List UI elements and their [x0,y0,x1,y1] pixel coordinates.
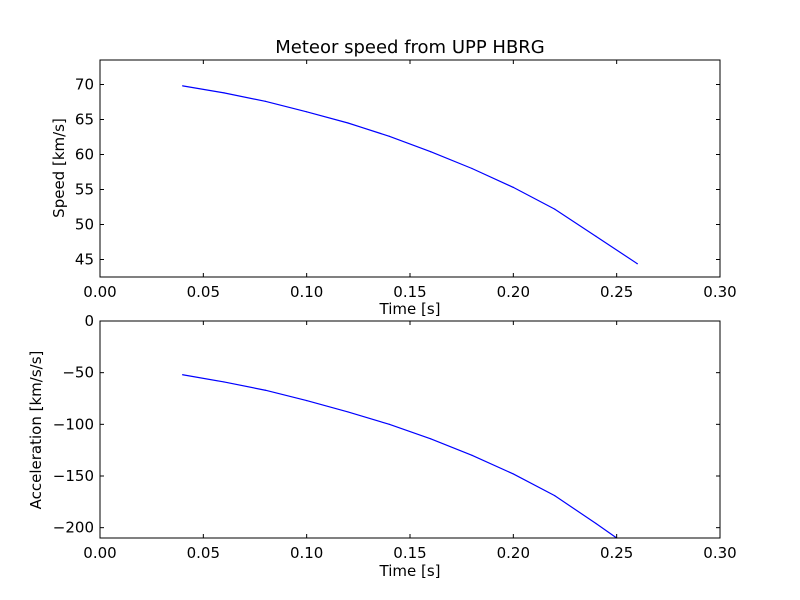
speed-xtick-label: 0.15 [393,283,426,301]
speed-ytick-label: 45 [75,251,94,269]
acceleration-subplot: 0.00 0.05 0.10 0.15 0.20 0.25 0.30 0 −50 −100 −15… [27,312,737,580]
acceleration-xtick-label: 0.25 [600,544,633,562]
speed-ytick-label: 70 [75,76,94,94]
acceleration-data-point [223,381,225,383]
speed-xtick-label: 0.10 [290,283,323,301]
acceleration-data-point [430,438,432,440]
acceleration-data-point [595,522,597,525]
acceleration-data-point [554,495,556,497]
acceleration-ytick-label: −200 [53,519,94,537]
acceleration-xticks: 0.00 0.05 0.10 0.15 0.20 0.25 0.30 [83,321,737,562]
speed-yticks: 45 50 55 60 65 70 [75,76,720,269]
acceleration-xtick-label: 0.20 [497,544,530,562]
speed-data-point [388,135,390,137]
acceleration-data-point [347,411,349,413]
acceleration-x-axis-label: Time [s] [379,562,441,580]
acceleration-data-point [512,473,514,475]
speed-data-point [430,151,432,153]
speed-data-point [264,100,266,102]
speed-ytick-label: 55 [75,181,94,199]
speed-data-point [554,208,556,210]
speed-xtick-label: 0.25 [600,283,633,301]
speed-data-point [471,167,473,170]
acceleration-yticks: 0 −50 −100 −150 −200 [53,312,720,537]
acceleration-xtick-label: 0.05 [187,544,220,562]
acceleration-xtick-label: 0.15 [393,544,426,562]
speed-data-point [182,85,184,87]
speed-data-point [636,263,638,265]
speed-chart-title: Meteor speed from UPP HBRG [275,37,545,58]
acceleration-ytick-label: −100 [53,415,94,433]
acceleration-series-line [182,374,618,539]
speed-y-axis-label: Speed [km/s] [50,118,68,218]
speed-x-axis-label: Time [s] [379,300,441,318]
acceleration-data-point [264,389,266,391]
speed-xtick-label: 0.00 [83,283,116,301]
acceleration-ytick-label: 0 [84,312,94,330]
acceleration-ytick-label: −150 [53,467,94,485]
acceleration-y-axis-label: Acceleration [km/s/s] [27,351,45,510]
speed-ytick-label: 60 [75,146,94,164]
speed-data-point [595,235,597,237]
speed-subplot: Meteor speed from UPP HBRG 0.00 0.05 0.10 0… [50,37,737,318]
speed-series-group [182,85,638,265]
speed-xtick-label: 0.05 [187,283,220,301]
speed-xticks: 0.00 0.05 0.10 0.15 0.20 0.25 0.30 [83,60,737,301]
acceleration-xtick-label: 0.00 [83,544,116,562]
acceleration-data-point [182,374,184,376]
speed-xtick-label: 0.30 [703,283,736,301]
speed-ytick-label: 65 [75,111,94,129]
acceleration-data-point [471,454,473,456]
speed-xtick-label: 0.20 [497,283,530,301]
acceleration-data-point [388,423,390,425]
acceleration-xtick-label: 0.30 [703,544,736,562]
acceleration-xtick-label: 0.10 [290,544,323,562]
speed-ytick-label: 50 [75,216,94,234]
acceleration-ytick-label: −50 [62,364,94,382]
speed-data-point [512,186,514,188]
speed-series-line [182,85,638,265]
acceleration-data-point [306,399,308,402]
speed-data-point [347,122,349,124]
speed-data-point [223,92,225,94]
speed-data-point [306,111,308,113]
